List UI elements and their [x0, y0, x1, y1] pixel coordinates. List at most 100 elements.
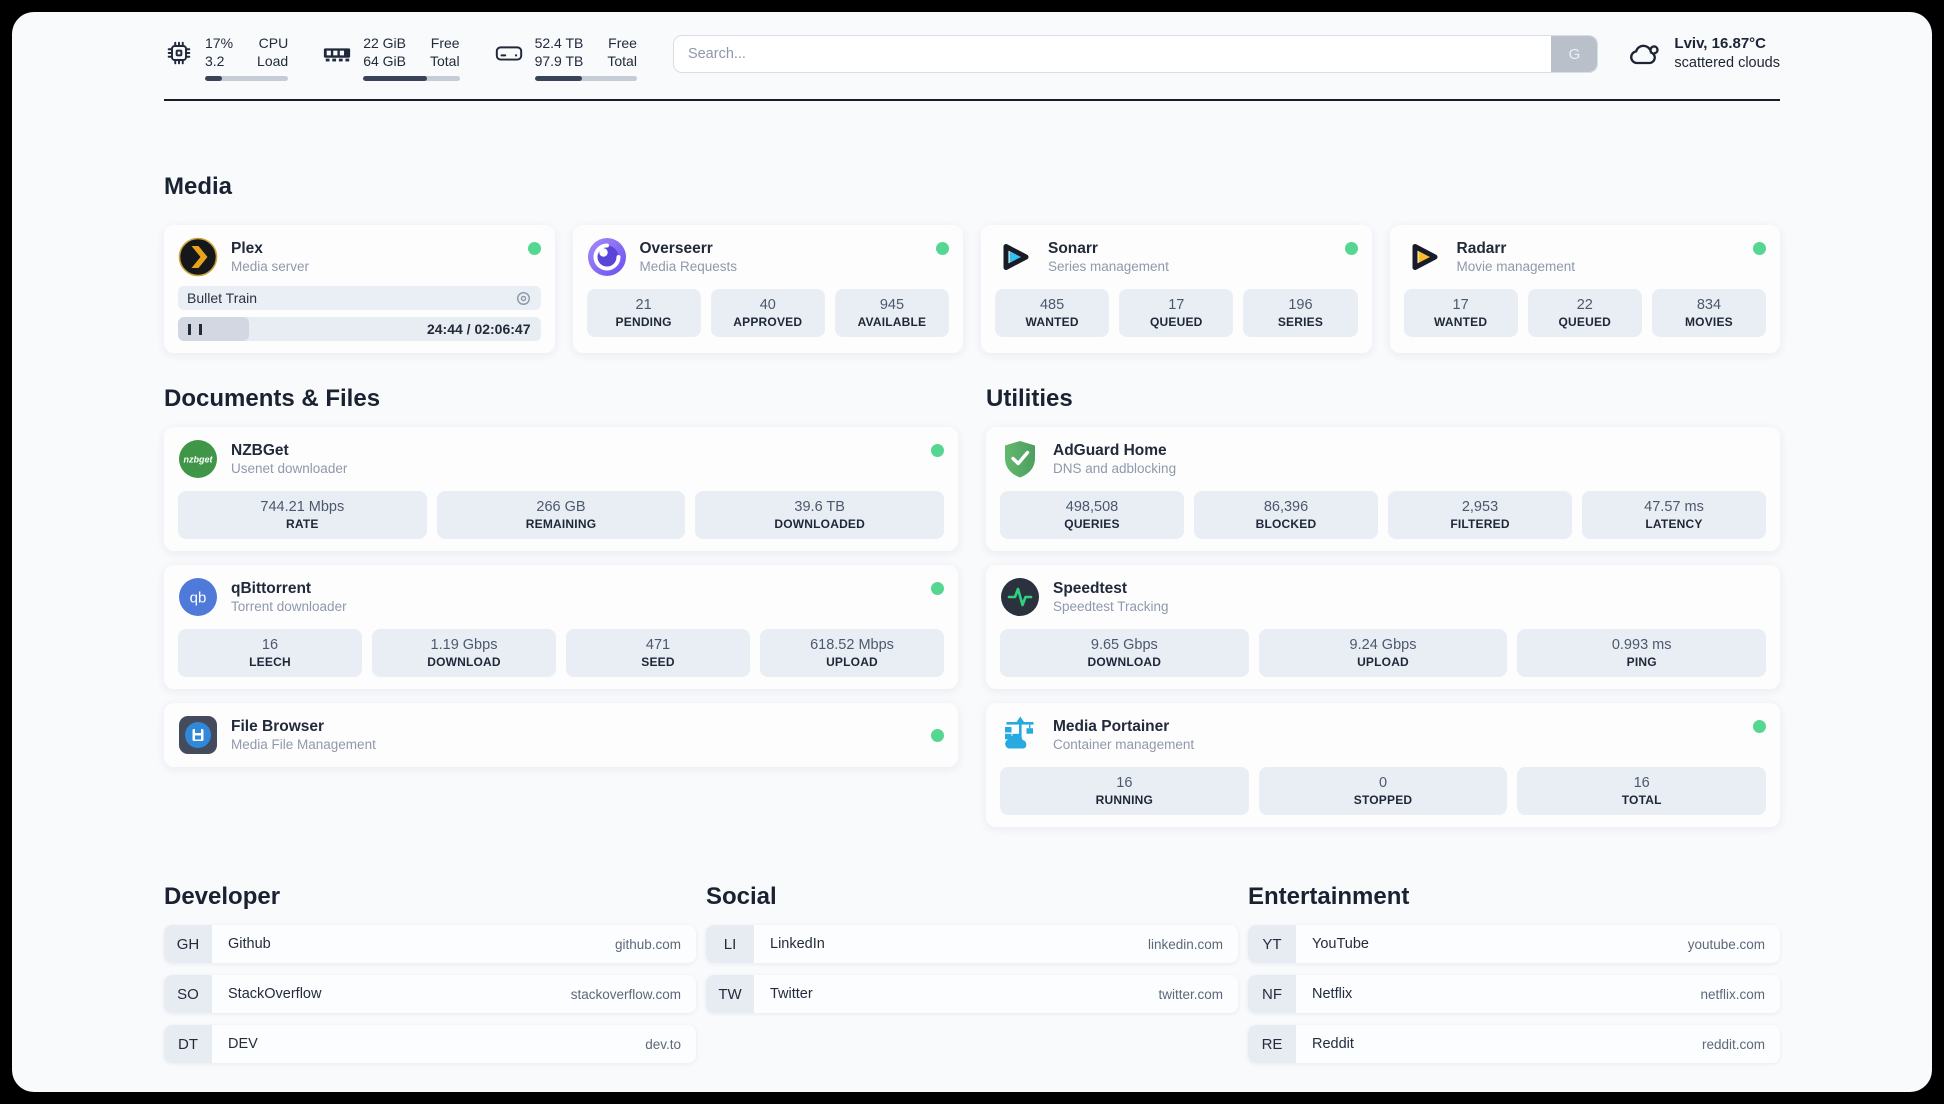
status-dot [931, 444, 944, 457]
app-card-sonarr[interactable]: Sonarr Series management 485 WANTED 17 QUE… [981, 225, 1372, 353]
weather-condition: scattered clouds [1674, 55, 1780, 71]
app-subtitle: Media File Management [231, 737, 376, 752]
section-utilities: Utilities AdGuard Home DNS and adblockin… [986, 385, 1780, 827]
stat-blocked: 86,396 BLOCKED [1194, 491, 1378, 539]
bookmark-abbr: TW [706, 975, 754, 1013]
status-dot [1344, 242, 1358, 255]
app-card-plex[interactable]: Plex Media server Bullet Train 24:44 / 0… [164, 225, 555, 353]
sonarr-icon [995, 237, 1035, 277]
disk-free-value: 52.4 TB [534, 35, 584, 51]
bookmark-name: Github [228, 936, 271, 952]
app-title: Plex [231, 240, 263, 257]
stat-latency: 47.57 ms LATENCY [1582, 491, 1766, 539]
app-card-radarr[interactable]: Radarr Movie management 17 WANTED 22 QUEUE… [1389, 225, 1780, 353]
playback-progress[interactable]: 24:44 / 02:06:47 [178, 317, 541, 341]
app-title: AdGuard Home [1053, 442, 1167, 459]
app-subtitle: Media server [231, 259, 310, 274]
bookmark-stackoverflow[interactable]: SO StackOverflow stackoverflow.com [164, 975, 696, 1013]
app-card-adguard[interactable]: AdGuard Home DNS and adblocking 498,508 Q… [986, 427, 1780, 551]
bookmark-youtube[interactable]: YT YouTube youtube.com [1248, 925, 1780, 963]
top-bar: 17% 3.2 CPU Load [164, 12, 1780, 81]
bookmark-abbr: YT [1248, 925, 1296, 963]
section-developer: Developer GH Github github.com SO StackO… [164, 883, 696, 1075]
ram-icon [322, 38, 352, 68]
bookmark-name: Twitter [770, 986, 813, 1002]
bookmark-url: reddit.com [1701, 1036, 1765, 1052]
bookmark-dev[interactable]: DT DEV dev.to [164, 1025, 696, 1063]
bookmark-abbr: GH [164, 925, 212, 963]
radarr-icon [1404, 237, 1444, 277]
app-subtitle: Speedtest Tracking [1053, 599, 1169, 614]
bookmark-name: Netflix [1312, 986, 1353, 1002]
bookmark-netflix[interactable]: NF Netflix netflix.com [1248, 975, 1780, 1013]
utilities-section-title: Utilities [986, 385, 1073, 412]
bookmark-abbr: NF [1248, 975, 1296, 1013]
filebrowser-icon [178, 715, 218, 755]
app-card-filebrowser[interactable]: File Browser Media File Management [164, 703, 958, 767]
stat-leech: 16 LEECH [178, 629, 362, 677]
stat-upload: 618.52 Mbps UPLOAD [760, 629, 944, 677]
social-section-title: Social [706, 883, 777, 910]
bookmark-url: youtube.com [1687, 936, 1765, 952]
weather-location-temp: Lviv, 16.87°C [1674, 35, 1767, 52]
cpu-label-1: CPU [258, 35, 289, 51]
playback-time: 24:44 / 02:06:47 [426, 321, 531, 337]
bookmark-name: YouTube [1312, 936, 1369, 952]
entertainment-section-title: Entertainment [1248, 883, 1410, 910]
app-title: Radarr [1456, 240, 1507, 257]
cloud-icon [1630, 44, 1660, 65]
stat-approved: 40 APPROVED [710, 289, 825, 337]
app-card-nzbget[interactable]: nzbget NZBGet Usenet downloader 744.21 M… [164, 427, 958, 551]
app-title: Overseerr [639, 240, 713, 257]
app-title: Sonarr [1048, 240, 1098, 257]
bookmark-twitter[interactable]: TW Twitter twitter.com [706, 975, 1238, 1013]
stat-total: 16 TOTAL [1517, 767, 1767, 815]
status-dot [1753, 242, 1766, 255]
stat-upload: 9.24 Gbps UPLOAD [1258, 629, 1508, 677]
stat-queued: 17 QUEUED [1119, 289, 1234, 337]
bookmark-url: twitter.com [1158, 986, 1223, 1002]
app-card-overseerr[interactable]: Overseerr Media Requests 21 PENDING 40 APP… [572, 225, 963, 353]
now-playing-row[interactable]: Bullet Train [178, 286, 541, 310]
ram-metric: 22 GiB 64 GiB Free Total [322, 34, 460, 81]
bookmark-name: DEV [228, 1036, 258, 1052]
developer-section-title: Developer [164, 883, 281, 910]
stat-pending: 21 PENDING [586, 289, 701, 337]
bookmark-url: github.com [614, 936, 681, 952]
disk-progress-bar [534, 76, 637, 81]
bookmark-abbr: RE [1248, 1025, 1296, 1063]
media-section-title: Media [164, 173, 233, 200]
status-dot [936, 242, 949, 255]
stat-remaining: 266 GB REMAINING [436, 491, 686, 539]
now-playing-title: Bullet Train [187, 290, 258, 306]
search-input[interactable] [673, 36, 1552, 72]
stat-queued: 22 QUEUED [1527, 289, 1642, 337]
cpu-usage-value: 17% [205, 35, 234, 51]
bookmark-abbr: LI [706, 925, 754, 963]
stat-download: 1.19 Gbps DOWNLOAD [372, 629, 556, 677]
speedtest-icon [1000, 577, 1040, 617]
adguard-icon [1000, 439, 1040, 479]
bookmark-github[interactable]: GH Github github.com [164, 925, 696, 963]
stat-queries: 498,508 QUERIES [1000, 491, 1184, 539]
bookmark-name: Reddit [1312, 1036, 1354, 1052]
bookmark-linkedin[interactable]: LI LinkedIn linkedin.com [706, 925, 1238, 963]
bookmark-url: dev.to [645, 1036, 681, 1052]
stat-series: 196 SERIES [1243, 289, 1358, 337]
ram-label-2: Total [430, 53, 460, 69]
overseerr-icon [587, 237, 627, 277]
app-card-portainer[interactable]: Media Portainer Container management 16 R… [986, 703, 1780, 827]
disc-icon [516, 291, 530, 305]
stat-filtered: 2,953 FILTERED [1388, 491, 1572, 539]
app-card-qbittorrent[interactable]: qb qBittorrent Torrent downloader 16 LEEC… [164, 565, 958, 689]
bookmark-reddit[interactable]: RE Reddit reddit.com [1248, 1025, 1780, 1063]
app-card-speedtest[interactable]: Speedtest Speedtest Tracking 9.65 Gbps DO… [986, 565, 1780, 689]
bookmark-name: StackOverflow [228, 986, 322, 1002]
stat-movies: 834 MOVIES [1651, 289, 1767, 337]
cpu-load-value: 3.2 [205, 53, 225, 69]
stat-wanted: 17 WANTED [1403, 289, 1518, 337]
system-metrics: 17% 3.2 CPU Load [164, 34, 637, 81]
app-title: Media Portainer [1053, 718, 1170, 735]
search-engine-button[interactable]: G [1551, 36, 1598, 72]
status-dot [931, 728, 944, 742]
